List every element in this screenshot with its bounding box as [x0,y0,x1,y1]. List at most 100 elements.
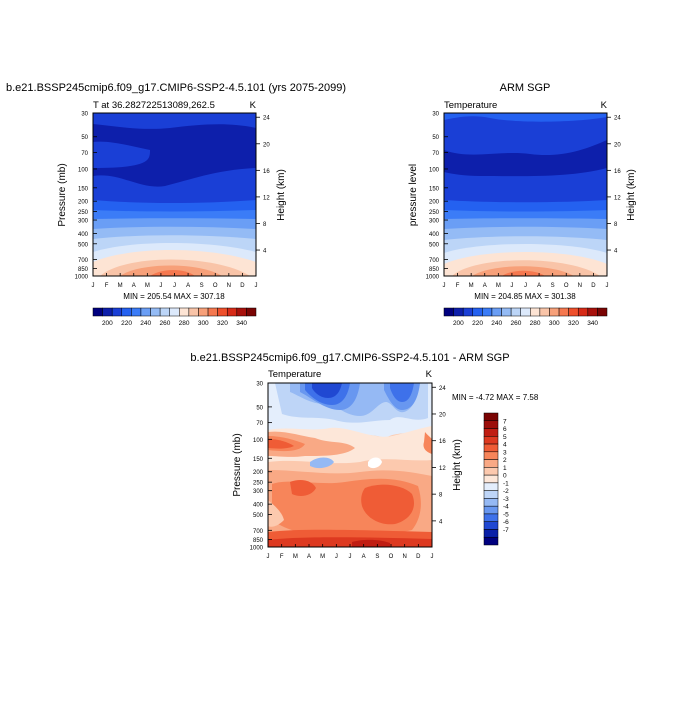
month-tick-label: J [431,554,434,560]
colorbar-label: 340 [587,320,598,327]
month-tick-label: D [416,554,421,560]
panel-model-units-label: K [250,100,257,111]
contour-fill-level-220-top [444,113,607,122]
pressure-tick-label: 70 [256,421,263,427]
colorbar-swatch [483,529,499,538]
colorbar-swatch [226,307,238,317]
colorbar-swatch [207,307,218,317]
pressure-tick-label: 100 [253,438,264,444]
colorbar-label: 6 [503,426,507,433]
height-tick-label: 16 [614,169,621,175]
colorbar-swatch [483,451,499,460]
colorbar-swatch [483,536,499,546]
colorbar-swatch [510,307,521,317]
panel-diff-ylabel-right: Height (km) [452,439,463,491]
colorbar-label: 260 [510,320,521,327]
month-tick-label: M [320,554,325,560]
month-tick-label: A [132,283,136,289]
colorbar-swatch [198,307,209,317]
colorbar-swatch [169,307,180,317]
month-tick-label: M [145,283,150,289]
panel-obs-ylabel-right: Height (km) [626,169,637,221]
contour-fill-level-220-top [93,113,256,129]
colorbar-swatch [483,420,499,429]
month-tick-label: J [510,283,513,289]
pressure-tick-label: 200 [429,200,440,206]
month-tick-label: D [240,283,245,289]
colorbar-swatch [539,307,550,317]
colorbar-label: 200 [102,320,113,327]
height-tick-label: 4 [439,519,443,525]
colorbar-swatch [483,412,499,422]
colorbar-swatch [483,505,499,515]
pressure-tick-label: 50 [81,135,88,141]
height-tick-label: 16 [439,439,446,445]
panel-model-variable-label: T at 36.282722513089,262.5 [93,100,215,111]
panel-obs-colorbar: 200 220 240 260 280 300 320 340 [443,307,608,327]
colorbar-swatch [483,436,499,445]
colorbar-label: -2 [503,488,509,495]
height-tick-label: 12 [439,466,446,472]
pressure-tick-label: 400 [78,232,89,238]
colorbar-swatch [483,513,499,522]
pressure-tick-label: 300 [253,489,264,495]
colorbar-swatch [483,490,499,499]
colorbar-label: 1 [503,465,507,472]
month-tick-label: J [255,283,258,289]
pressure-tick-label: 100 [429,167,440,173]
pressure-tick-label: 850 [253,538,264,544]
colorbar-label: 300 [198,320,209,327]
month-tick-label: F [280,554,284,560]
colorbar-label: 240 [491,320,502,327]
colorbar-swatch [483,467,499,476]
month-tick-label: S [551,283,555,289]
panel-obs-minmax: MIN = 204.85 MAX = 301.38 [474,292,576,301]
panel-diff-height-axis: 24 20 16 12 8 4 [432,386,446,525]
colorbar-label: 220 [472,320,483,327]
colorbar-swatch [121,307,132,317]
colorbar-swatch [453,307,464,317]
colorbar-swatch [501,307,512,317]
contour-fill-level-0-c [368,457,382,469]
contour-fill-level-4-d [290,480,316,496]
panel-model-height-axis: 24 20 16 12 8 4 [256,116,270,255]
height-tick-label: 24 [614,116,621,122]
colorbar-swatch [483,459,499,468]
colorbar-swatch [159,307,170,317]
height-tick-label: 20 [439,412,446,418]
colorbar-label: 2 [503,457,507,464]
month-tick-label: J [173,283,176,289]
colorbar-label: 5 [503,434,507,441]
pressure-tick-label: 700 [429,258,440,264]
colorbar-swatch [111,307,123,317]
colorbar-label: -6 [503,519,509,526]
panel-obs-title: ARM SGP [500,82,551,94]
month-tick-label: F [105,283,109,289]
panel-obs: ARM SGP Temperature K 30 50 70 100 150 200 250… [408,82,637,327]
contour-fill-level-3-b [423,432,432,454]
panel-diff-contours [268,383,432,547]
contour-fill-level-m3-c [310,457,334,469]
pressure-tick-label: 300 [78,219,89,225]
month-tick-label: A [483,283,487,289]
month-tick-label: N [578,283,582,289]
month-tick-label: S [375,554,379,560]
month-tick-label: J [443,283,446,289]
panel-model-colorbar: 200 220 240 260 280 300 320 340 [92,307,257,327]
colorbar-swatch [482,307,493,317]
colorbar-label: 320 [217,320,228,327]
colorbar-swatch [131,307,142,317]
contour-fill-level-305 [502,270,545,276]
pressure-tick-label: 70 [432,151,439,157]
colorbar-swatch [520,307,531,317]
panel-diff-pressure-axis: 30 50 70 100 150 200 250 300 400 500 700 850 1000 [250,382,272,552]
colorbar-swatch [483,498,499,507]
panel-model-ylabel: Pressure (mb) [57,163,68,226]
colorbar-swatch [549,307,560,317]
colorbar-swatch [577,307,589,317]
colorbar-label: -1 [503,480,509,487]
colorbar-swatch [92,307,103,317]
pressure-tick-label: 70 [81,151,88,157]
